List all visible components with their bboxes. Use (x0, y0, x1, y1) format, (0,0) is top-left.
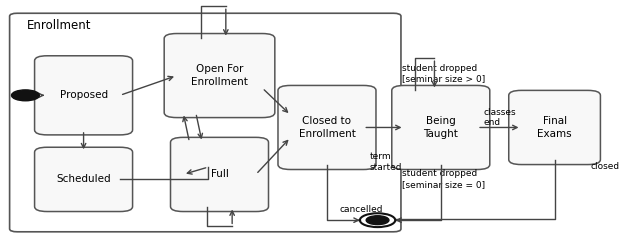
Text: closed: closed (591, 162, 620, 171)
Text: Open For
Enrollment: Open For Enrollment (191, 64, 248, 87)
FancyBboxPatch shape (164, 34, 275, 117)
Text: student dropped
[seminar size = 0]: student dropped [seminar size = 0] (403, 170, 486, 189)
FancyBboxPatch shape (34, 147, 133, 212)
Text: student dropped
[seminar size > 0]: student dropped [seminar size > 0] (403, 64, 486, 83)
Text: Being
Taught: Being Taught (424, 116, 458, 139)
Text: Scheduled: Scheduled (57, 174, 111, 184)
Circle shape (11, 90, 39, 101)
Text: Closed to
Enrollment: Closed to Enrollment (298, 116, 356, 139)
Text: term
started: term started (370, 152, 402, 172)
FancyBboxPatch shape (171, 137, 269, 212)
FancyBboxPatch shape (34, 56, 133, 135)
Circle shape (366, 216, 389, 225)
FancyBboxPatch shape (509, 90, 601, 164)
Text: classes
end: classes end (483, 108, 516, 127)
FancyBboxPatch shape (392, 86, 490, 170)
FancyBboxPatch shape (10, 13, 401, 232)
Text: Proposed: Proposed (60, 90, 108, 100)
Text: Final
Exams: Final Exams (537, 116, 572, 139)
Text: Full: Full (211, 170, 229, 179)
Text: cancelled: cancelled (340, 205, 383, 214)
FancyBboxPatch shape (278, 86, 376, 170)
Text: Enrollment: Enrollment (27, 19, 91, 32)
